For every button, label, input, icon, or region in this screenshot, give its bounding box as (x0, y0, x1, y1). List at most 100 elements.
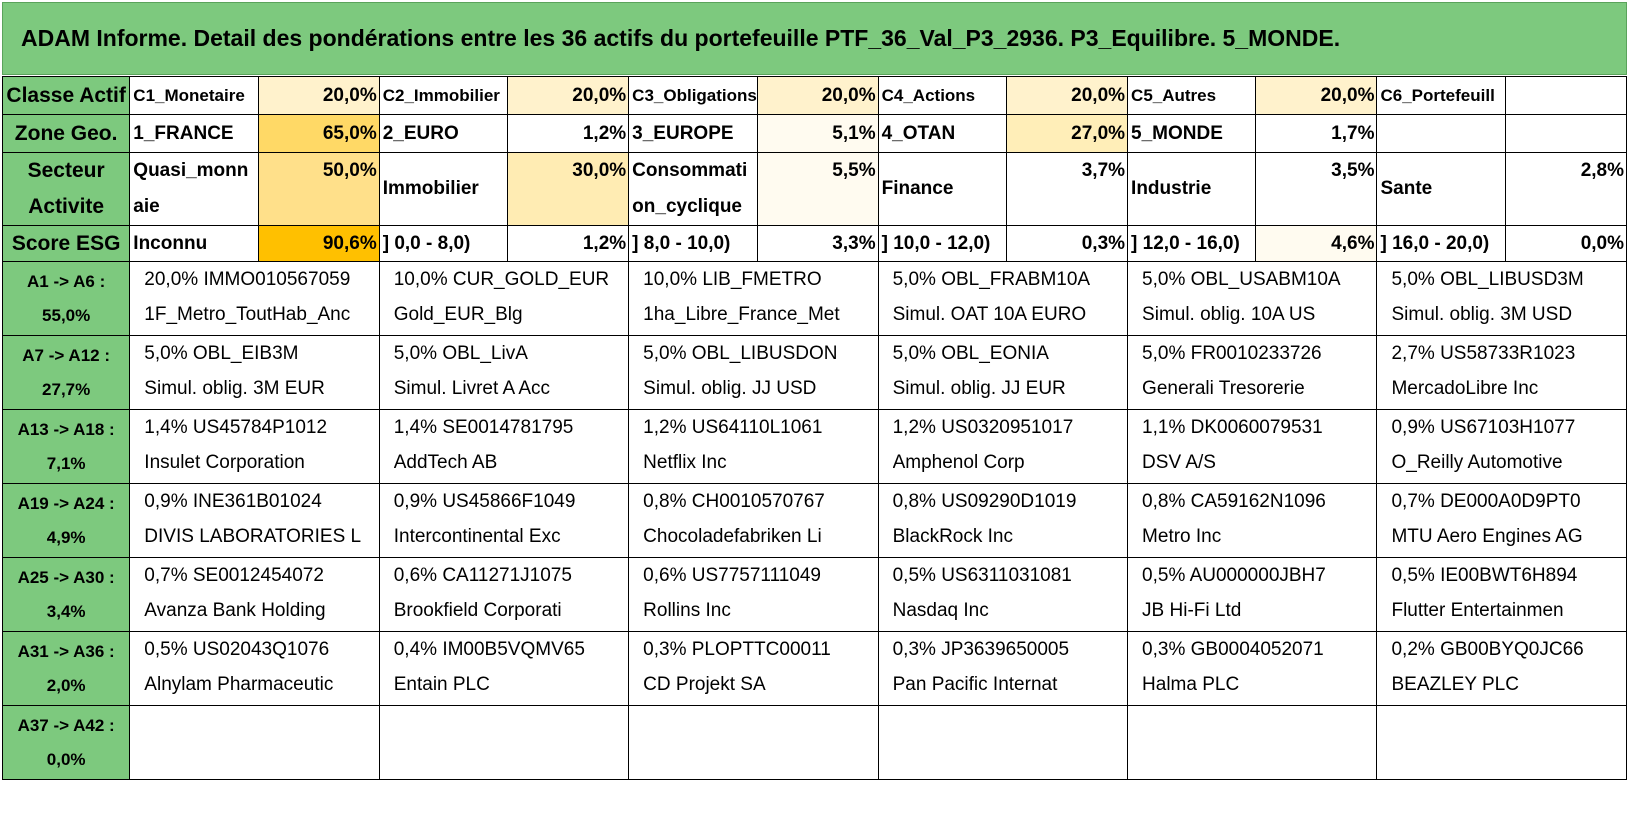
summary-row: Score ESG Inconnu 90,6%] 0,0 - 8,0) 1,2%] 8… (1, 225, 1628, 262)
summary-label: C1_Monetaire (129, 76, 259, 115)
asset-cell: 0,9% US45866F1049 Intercontinental Exc (378, 483, 630, 558)
asset-weight-code: 10,0% CUR_GOLD_EUR (393, 269, 610, 290)
asset-weight-code: 5,0% OBL_FRABM10A (892, 269, 1091, 290)
summary-label: Consommation_cyclique (628, 152, 758, 226)
asset-cell: 1,2% US0320951017 Amphenol Corp (877, 409, 1129, 484)
asset-cell: 0,9% INE361B01024 DIVIS LABORATORIES L (129, 483, 380, 558)
report-title-bar: ADAM Informe. Detail des pondérations en… (2, 2, 1627, 75)
asset-cell: 5,0% OBL_LIBUSD3M Simul. oblig. 3M USD (1376, 261, 1627, 336)
summary-percent: 4,6% (1255, 225, 1378, 262)
asset-name: Amphenol Corp (892, 452, 1025, 473)
asset-cell: 5,0% OBL_FRABM10A Simul. OAT 10A EURO (877, 261, 1129, 336)
asset-weight-code: 0,5% AU000000JBH7 (1142, 565, 1326, 586)
asset-name: Rollins Inc (643, 600, 731, 621)
summary-label: C5_Autres (1127, 76, 1257, 115)
asset-range-total: 4,9% (46, 527, 86, 547)
asset-cell: 5,0% OBL_LIBUSDON Simul. oblig. JJ USD (628, 335, 879, 410)
asset-cell (628, 705, 879, 780)
summary-percent: 1,2% (507, 225, 630, 262)
asset-weight-code: 5,0% OBL_LIBUSD3M (1391, 269, 1584, 290)
asset-name: Simul. Livret A Acc (393, 378, 551, 399)
asset-cell (1127, 705, 1378, 780)
asset-cell: 20,0% IMMO010567059 1F_Metro_ToutHab_Anc (129, 261, 380, 336)
asset-weight-code: 0,5% US02043Q1076 (144, 639, 330, 660)
asset-weight-code: 5,0% OBL_LIBUSDON (643, 343, 838, 364)
asset-name: Brookfield Corporati (393, 600, 562, 621)
asset-weight-code: 5,0% OBL_EONIA (892, 343, 1049, 364)
asset-cell (877, 705, 1129, 780)
summary-label: Finance (877, 152, 1007, 226)
asset-cell: 0,7% SE0012454072 Avanza Bank Holding (129, 557, 380, 632)
asset-cell: 5,0% OBL_USABM10A Simul. oblig. 10A US (1127, 261, 1378, 336)
summary-percent: 3,7% (1005, 152, 1129, 226)
asset-row: A7 -> A12 : 27,7% 5,0% OBL_EIB3M Simul. obl… (1, 335, 1627, 410)
summary-row-header: Zone Geo. (1, 114, 131, 153)
summary-percent: 5,1% (756, 114, 879, 153)
asset-weight-code: 0,2% GB00BYQ0JC66 (1391, 639, 1584, 660)
summary-percent: 50,0% (257, 152, 380, 226)
summary-percent: 1,2% (507, 114, 630, 153)
asset-range-header: A31 -> A36 : 2,0% (1, 631, 131, 706)
asset-row: A25 -> A30 : 3,4% 0,7% SE0012454072 Avanza … (1, 557, 1627, 632)
asset-range-header: A25 -> A30 : 3,4% (1, 557, 131, 632)
asset-name: Simul. oblig. JJ USD (643, 378, 817, 399)
asset-range-total: 7,1% (46, 453, 86, 473)
asset-range-total: 55,0% (42, 305, 91, 325)
asset-cell: 5,0% FR0010233726 Generali Tresorerie (1127, 335, 1378, 410)
summary-row-header: Secteur Activite (1, 152, 131, 226)
asset-range-total: 2,0% (46, 675, 86, 695)
summary-row-header: Score ESG (1, 225, 131, 262)
summary-percent: 27,0% (1005, 114, 1129, 153)
asset-name: Metro Inc (1142, 526, 1222, 547)
asset-weight-code: 0,3% PLOPTTC00011 (643, 639, 831, 660)
summary-label: ] 12,0 - 16,0) (1127, 225, 1257, 262)
asset-cell: 1,4% SE0014781795 AddTech AB (378, 409, 630, 484)
asset-range-header: A7 -> A12 : 27,7% (1, 335, 131, 410)
asset-weight-code: 1,2% US0320951017 (892, 417, 1074, 438)
asset-cell (129, 705, 380, 780)
asset-weight-code: 0,6% CA11271J1075 (393, 565, 572, 586)
summary-label: Industrie (1127, 152, 1257, 226)
asset-name: Entain PLC (393, 674, 490, 695)
summary-label: 3_EUROPE (628, 114, 758, 153)
asset-name: Intercontinental Exc (393, 526, 561, 547)
asset-name: MTU Aero Engines AG (1391, 526, 1583, 547)
summary-percent: 3,3% (756, 225, 879, 262)
summary-label: 1_FRANCE (129, 114, 259, 153)
asset-weight-code: 20,0% IMMO010567059 (144, 269, 351, 290)
asset-name: DSV A/S (1142, 452, 1216, 473)
summary-percent (1504, 114, 1628, 153)
asset-row: A13 -> A18 : 7,1% 1,4% US45784P1012 Insulet… (1, 409, 1627, 484)
asset-name: Flutter Entertainmen (1391, 600, 1564, 621)
asset-name: Nasdaq Inc (892, 600, 989, 621)
summary-percent (1504, 76, 1628, 115)
asset-cell: 0,9% US67103H1077 O_Reilly Automotive (1376, 409, 1627, 484)
asset-cell: 0,6% CA11271J1075 Brookfield Corporati (378, 557, 630, 632)
asset-name: Avanza Bank Holding (144, 600, 326, 621)
asset-cell: 5,0% OBL_LivA Simul. Livret A Acc (378, 335, 630, 410)
asset-weight-code: 0,7% DE000A0D9PT0 (1391, 491, 1581, 512)
asset-name: Chocoladefabriken Li (643, 526, 822, 547)
asset-weight-code: 0,6% US7757111049 (643, 565, 821, 586)
asset-weight-code: 1,4% SE0014781795 (393, 417, 574, 438)
asset-range-label: A25 -> A30 : (17, 567, 115, 587)
asset-weight-code: 1,4% US45784P1012 (144, 417, 328, 438)
asset-range-total: 3,4% (46, 601, 86, 621)
summary-percent: 20,0% (1255, 76, 1378, 115)
asset-cell: 0,8% CH0010570767 Chocoladefabriken Li (628, 483, 879, 558)
asset-name: Gold_EUR_Blg (393, 304, 523, 325)
summary-percent: 5,5% (756, 152, 879, 226)
summary-row: Secteur Activite Quasi_monnaie 50,0% Immobi… (1, 152, 1628, 226)
asset-cell: 0,5% US6311031081 Nasdaq Inc (877, 557, 1129, 632)
summary-label: C2_Immobilier (378, 76, 509, 115)
asset-range-header: A37 -> A42 : 0,0% (1, 705, 131, 780)
asset-range-header: A1 -> A6 : 55,0% (1, 261, 131, 336)
asset-name: Generali Tresorerie (1142, 378, 1305, 399)
asset-name: 1F_Metro_ToutHab_Anc (144, 304, 351, 325)
asset-cell: 2,7% US58733R1023 MercadoLibre Inc (1376, 335, 1627, 410)
asset-row: A19 -> A24 : 4,9% 0,9% INE361B01024 DIVIS L… (1, 483, 1627, 558)
asset-cell: 0,5% IE00BWT6H894 Flutter Entertainmen (1376, 557, 1627, 632)
summary-percent: 20,0% (756, 76, 879, 115)
asset-name: Alnylam Pharmaceutic (144, 674, 334, 695)
asset-weight-code: 5,0% FR0010233726 (1142, 343, 1322, 364)
